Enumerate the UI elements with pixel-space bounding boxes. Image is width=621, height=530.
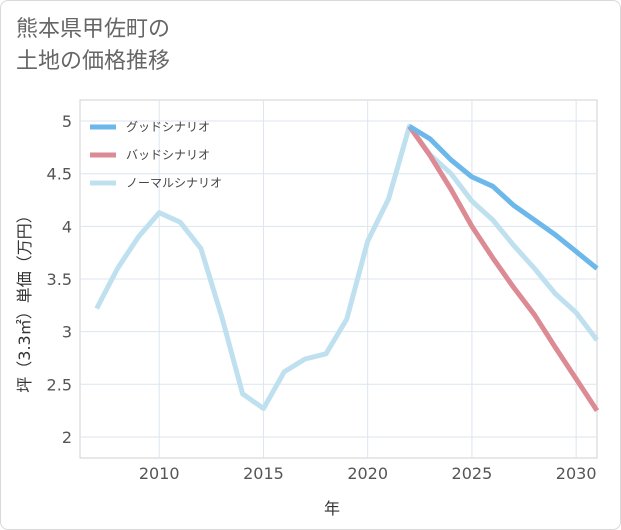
- x-tick-label: 2015: [243, 464, 284, 483]
- y-tick-label: 3: [62, 323, 72, 342]
- x-axis-label: 年: [324, 499, 340, 518]
- series-lines: [94, 123, 600, 412]
- legend-label: ノーマルシナリオ: [126, 176, 222, 190]
- x-tick-label: 2020: [347, 464, 388, 483]
- y-tick-label: 3.5: [47, 270, 72, 289]
- series-line-2: [94, 123, 599, 411]
- title-line-1: 熊本県甲佐町の: [16, 17, 171, 42]
- title-line-2: 土地の価格推移: [16, 49, 171, 74]
- y-tick-label: 4: [62, 217, 72, 236]
- chart-title: 熊本県甲佐町の 土地の価格推移: [16, 14, 170, 78]
- y-tick-label: 4.5: [47, 165, 72, 184]
- y-axis-label: 坪（3.3㎡）単価（万円）: [15, 207, 34, 392]
- x-tick-label: 2030: [556, 464, 597, 483]
- x-axis-ticks: 2010 2015 2020 2025 2030: [139, 464, 597, 483]
- y-tick-label: 2.5: [47, 375, 72, 394]
- y-tick-label: 5: [62, 112, 72, 131]
- grid-lines: [80, 100, 597, 458]
- y-axis-ticks: 2 2.5 3 3.5 4 4.5 5: [47, 112, 72, 447]
- series-line-1: [407, 124, 600, 412]
- legend-label: バッドシナリオ: [126, 148, 210, 162]
- series-line-0: [408, 124, 599, 271]
- legend-label: グッドシナリオ: [126, 120, 210, 134]
- y-tick-label: 2: [62, 428, 72, 447]
- x-tick-label: 2025: [452, 464, 493, 483]
- x-tick-label: 2010: [139, 464, 180, 483]
